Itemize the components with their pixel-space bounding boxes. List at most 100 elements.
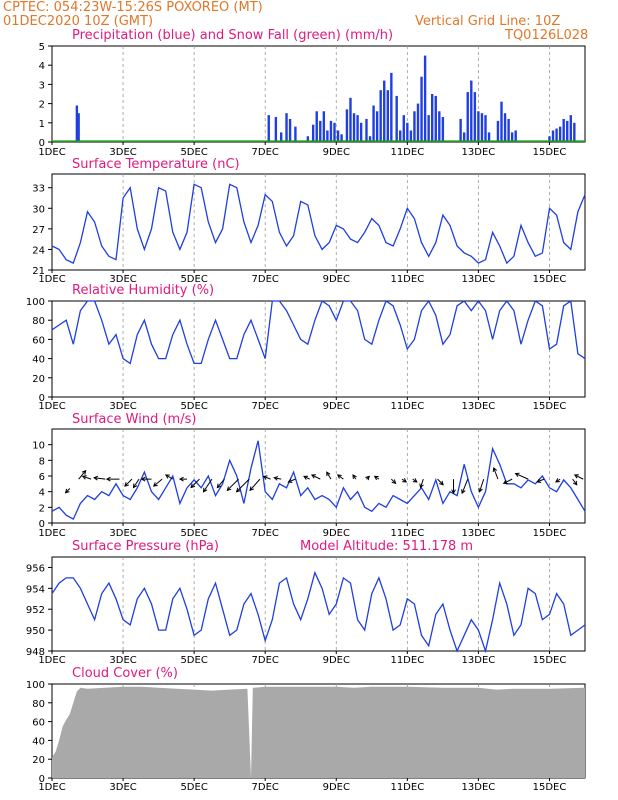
humidity-xtick-label: 15DEC (533, 401, 567, 412)
temperature-xtick-label: 5DEC (180, 274, 207, 285)
wind-arrow (420, 478, 424, 488)
pressure-panel: Surface Pressure (hPa) Model Altitude: 5… (26, 539, 586, 666)
precip-bar (558, 126, 562, 142)
wind-arrowhead (273, 476, 279, 481)
cloud-ytick-label: 20 (32, 755, 45, 766)
wind-arrow (165, 474, 174, 480)
cloud-xtick-label: 7DEC (252, 782, 279, 793)
pressure-xtick-label: 3DEC (109, 655, 136, 666)
wind-arrow (503, 478, 513, 484)
precip-bar (514, 130, 517, 142)
wind-arrow (461, 478, 469, 494)
pressure-ytick-label: 954 (26, 584, 45, 595)
wind-arrowhead (216, 483, 222, 489)
temperature-ytick-label: 33 (32, 184, 45, 195)
wind-arrowhead (93, 475, 99, 481)
wind-arrowhead (492, 466, 498, 472)
precip-bar (326, 130, 329, 142)
cloud-cover-title: Cloud Cover (%) (72, 666, 178, 681)
wind-arrowhead (249, 486, 254, 492)
humidity-ytick-label: 100 (26, 297, 45, 308)
wind-arrowhead (105, 476, 111, 482)
cloud-xtick-label: 9DEC (323, 782, 350, 793)
precip-bar (569, 115, 572, 142)
wind-xtick-label: 11DEC (390, 528, 424, 539)
wind-arrow (94, 477, 106, 480)
humidity-xtick-label: 3DEC (109, 401, 136, 412)
pressure-xtick-label: 1DEC (38, 655, 65, 666)
wind-arrowhead (419, 483, 424, 489)
header-location: CPTEC: 054:23W-15:26S POXOREO (MT) (3, 0, 263, 15)
wind-line (51, 440, 586, 521)
wind-arrowhead (573, 474, 579, 479)
wind-arrow (479, 478, 485, 492)
temperature-line (51, 183, 586, 265)
precip-bar (566, 120, 569, 142)
wind-arrowhead (326, 471, 331, 477)
wind-arrowhead (536, 478, 542, 483)
wind-arrowhead (226, 486, 232, 492)
precip-ytick-label: 2 (39, 100, 45, 111)
precip-ytick-label: 3 (39, 80, 45, 91)
wind-arrowhead (461, 489, 466, 495)
wind-arrow (249, 478, 261, 491)
precip-bar (352, 113, 356, 142)
precip-xtick-label: 7DEC (252, 147, 279, 158)
wind-arrowhead (451, 489, 456, 495)
precip-bar (406, 122, 409, 142)
precip-ytick-label: 0 (39, 138, 45, 149)
wind-arrow (203, 478, 213, 493)
humidity-xtick-label: 11DEC (390, 401, 424, 412)
wind-ytick-label: 0 (39, 519, 45, 530)
cloud-xtick-label: 5DEC (180, 782, 207, 793)
header-code: TQ0126L028 (504, 28, 588, 43)
wind-arrow (153, 478, 163, 487)
precip-bar (336, 130, 340, 142)
wind-xtick-label: 5DEC (180, 528, 207, 539)
wind-arrow (536, 478, 545, 483)
wind-arrowhead (514, 472, 520, 478)
humidity-ytick-label: 40 (32, 355, 45, 366)
precip-bar (386, 90, 389, 142)
wind-arrowhead (502, 479, 508, 484)
wind-arrowhead (81, 469, 87, 475)
pressure-ytick-label: 948 (26, 647, 45, 658)
precip-bar (510, 132, 514, 142)
humidity-ytick-label: 60 (32, 335, 45, 346)
precip-bar (423, 55, 427, 142)
precip-xtick-label: 11DEC (390, 147, 424, 158)
precip-xtick-label: 15DEC (533, 147, 567, 158)
temperature-panel: Surface Temperature (nC) 21 24 27 30 33 1DEC 3… (32, 157, 586, 285)
precip-bar (279, 132, 283, 142)
wind-xtick-label: 3DEC (109, 528, 136, 539)
precipitation-panel: Precipitation (blue) and Snow Fall (gree… (38, 28, 586, 158)
precip-bar (340, 134, 343, 142)
wind-arrowhead (439, 480, 444, 486)
cloud-xtick-label: 15DEC (533, 782, 567, 793)
wind-arrowhead (124, 482, 129, 487)
precip-ytick-label: 5 (39, 42, 45, 53)
precip-bar (285, 113, 288, 142)
temperature-xtick-label: 7DEC (252, 274, 279, 285)
wind-arrowhead (152, 482, 158, 487)
precip-bar (274, 117, 278, 142)
precip-bar (375, 111, 379, 142)
precip-bar (409, 130, 413, 142)
wind-arrow (236, 478, 250, 493)
wind-xtick-label: 1DEC (38, 528, 65, 539)
precip-ytick-label: 4 (39, 61, 45, 72)
cloud-ytick-label: 100 (26, 680, 45, 691)
header-grid-note: Vertical Grid Line: 10Z (415, 14, 560, 29)
wind-arrowhead (373, 475, 379, 481)
wind-frame (51, 428, 586, 524)
precip-bar (413, 111, 416, 142)
precip-bar (315, 111, 318, 142)
precip-bar (379, 90, 382, 142)
humidity-xtick-label: 13DEC (462, 401, 496, 412)
temperature-frame (51, 173, 586, 271)
pressure-xtick-label: 15DEC (533, 655, 567, 666)
cloud-xtick-label: 13DEC (462, 782, 496, 793)
precip-ytick-label: 1 (39, 119, 45, 130)
wind-arrowhead (336, 474, 342, 479)
wind-arrow (78, 470, 87, 480)
